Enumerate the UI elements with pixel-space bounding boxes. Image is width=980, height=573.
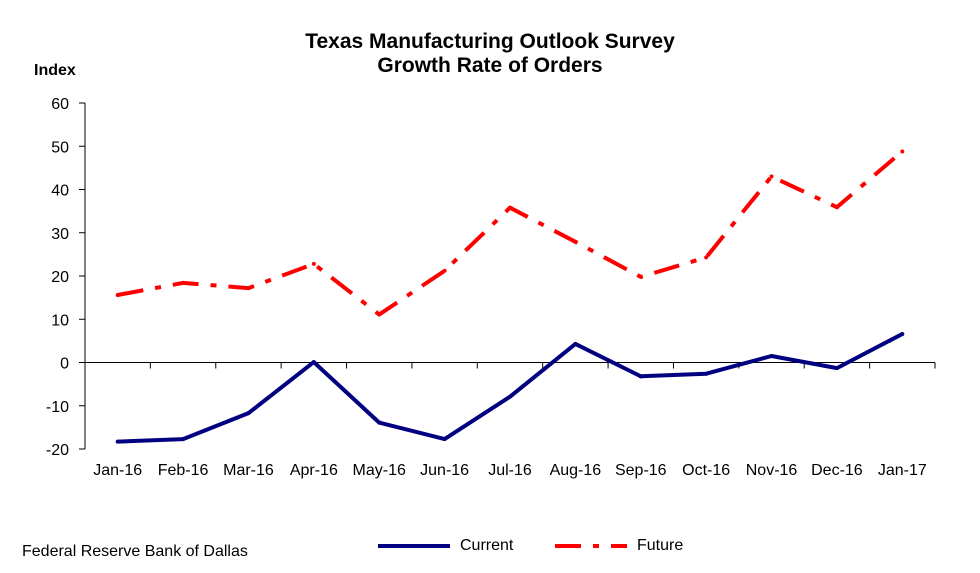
y-tick-label: 0 [60, 356, 69, 373]
data-point-current [311, 360, 316, 365]
y-tick-label: 60 [51, 96, 69, 113]
y-tick-label: 50 [51, 139, 69, 156]
series-line-future [117, 149, 904, 317]
y-tick-label: 40 [51, 183, 69, 200]
data-point-future [181, 280, 186, 285]
source-note: Federal Reserve Bank of Dallas [22, 543, 248, 560]
x-tick-label: Apr-16 [290, 462, 338, 479]
y-tick-label: 10 [51, 312, 69, 329]
y-axis-ticks: 60 50 40 30 20 10 0 -10 -20 [46, 96, 85, 459]
data-point-future [769, 174, 774, 179]
legend-label-future: Future [637, 537, 684, 554]
x-axis-ticks: Jan-16 Feb-16 Mar-16 Apr-16 May-16 Jun-16 Jul-… [84, 362, 936, 479]
data-point-future [246, 286, 251, 291]
x-tick-label: Mar-16 [223, 462, 274, 479]
chart-subtitle: Growth Rate of Orders [377, 54, 603, 77]
data-point-future [508, 205, 512, 210]
x-tick-label: Jan-17 [878, 462, 927, 479]
y-tick-label: -10 [46, 399, 69, 416]
data-point-future [573, 239, 578, 244]
x-tick-label: Jan-16 [93, 462, 142, 479]
y-tick-label: 20 [51, 269, 69, 286]
data-point-current [900, 331, 905, 336]
x-tick-label: May-16 [353, 462, 406, 479]
data-point-future [311, 261, 316, 266]
x-tick-label: Nov-16 [746, 462, 798, 479]
data-point-future [442, 268, 447, 273]
chart-title: Texas Manufacturing Outlook Survey [305, 30, 675, 53]
data-point-current [442, 437, 447, 442]
x-tick-label: Dec-16 [811, 462, 863, 479]
data-point-current [638, 374, 643, 379]
data-point-current [834, 366, 839, 371]
data-point-current [704, 371, 709, 376]
x-tick-label: Oct-16 [682, 462, 730, 479]
x-tick-label: Jul-16 [488, 462, 532, 479]
data-point-current [115, 439, 120, 444]
x-tick-label: Jun-16 [420, 462, 469, 479]
data-point-future [704, 255, 709, 260]
data-point-future [377, 312, 382, 317]
data-point-current [377, 420, 382, 425]
series-line-current [117, 332, 904, 444]
series-lines [115, 149, 905, 444]
y-axis-label: Index [34, 62, 76, 79]
data-point-future [834, 205, 839, 210]
data-point-future [900, 149, 905, 154]
x-tick-label: Aug-16 [550, 462, 602, 479]
data-point-current [769, 354, 774, 359]
data-point-future [638, 274, 643, 279]
y-tick-label: 30 [51, 226, 69, 243]
x-tick-label: Sep-16 [615, 462, 667, 479]
data-point-current [573, 341, 578, 346]
legend-label-current: Current [460, 537, 514, 554]
data-point-future [115, 293, 120, 298]
data-point-current [181, 437, 186, 442]
data-point-current [246, 411, 251, 416]
y-tick-label: -20 [46, 442, 69, 459]
x-tick-label: Feb-16 [158, 462, 209, 479]
data-point-current [508, 394, 512, 399]
